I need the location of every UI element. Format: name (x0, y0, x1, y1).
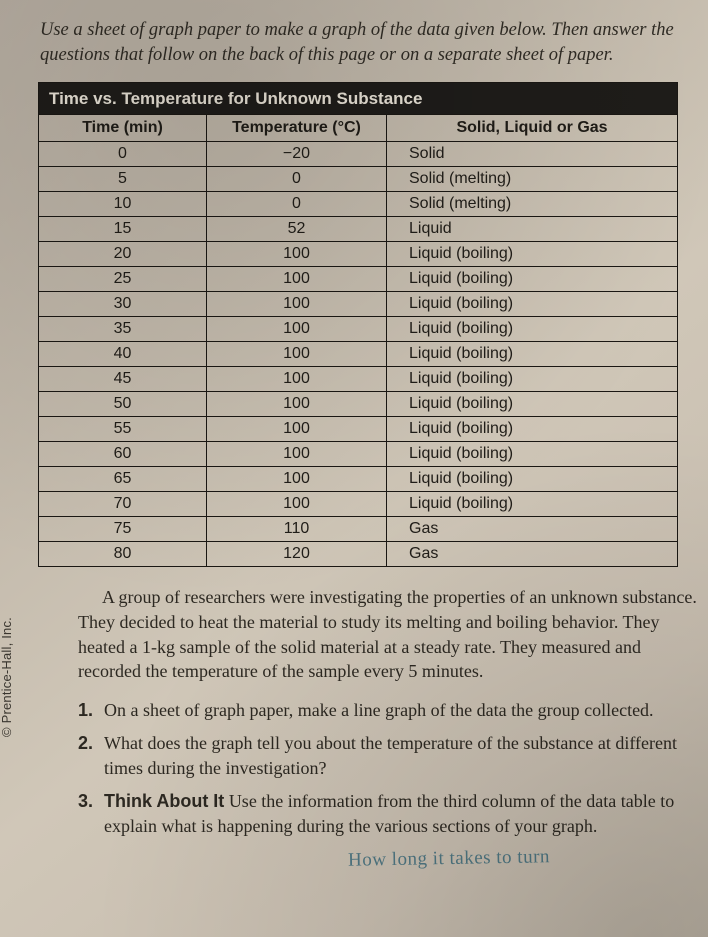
cell-state: Liquid (boiling) (387, 416, 678, 441)
cell-temp: 0 (207, 191, 387, 216)
cell-time: 15 (39, 216, 207, 241)
cell-state: Liquid (boiling) (387, 441, 678, 466)
handwritten-note: How long it takes to turn (348, 846, 550, 872)
table-row: 50Solid (melting) (39, 166, 678, 191)
cell-state: Liquid (boiling) (387, 491, 678, 516)
cell-state: Solid (melting) (387, 166, 678, 191)
cell-temp: 100 (207, 266, 387, 291)
cell-state: Liquid (387, 216, 678, 241)
table-row: 100Solid (melting) (39, 191, 678, 216)
table-row: 0−20Solid (39, 141, 678, 166)
table-title: Time vs. Temperature for Unknown Substan… (39, 82, 678, 114)
table-row: 25100Liquid (boiling) (39, 266, 678, 291)
table-row: 40100Liquid (boiling) (39, 341, 678, 366)
cell-state: Liquid (boiling) (387, 366, 678, 391)
table-body: 0−20Solid 50Solid (melting) 100Solid (me… (39, 141, 678, 566)
worksheet-page: © Prentice-Hall, Inc. Use a sheet of gra… (0, 0, 708, 937)
cell-temp: 100 (207, 366, 387, 391)
table-row: 80120Gas (39, 541, 678, 566)
cell-time: 25 (39, 266, 207, 291)
cell-time: 10 (39, 191, 207, 216)
cell-temp: 100 (207, 491, 387, 516)
cell-temp: 110 (207, 516, 387, 541)
question-1: On a sheet of graph paper, make a line g… (78, 698, 700, 723)
cell-temp: −20 (207, 141, 387, 166)
table-row: 30100Liquid (boiling) (39, 291, 678, 316)
table-row: 75110Gas (39, 516, 678, 541)
cell-state: Gas (387, 516, 678, 541)
cell-state: Liquid (boiling) (387, 391, 678, 416)
cell-time: 65 (39, 466, 207, 491)
cell-state: Gas (387, 541, 678, 566)
table-row: 60100Liquid (boiling) (39, 441, 678, 466)
cell-state: Liquid (boiling) (387, 266, 678, 291)
col-header-time: Time (min) (39, 114, 207, 141)
cell-state: Solid (387, 141, 678, 166)
table-row: 35100Liquid (boiling) (39, 316, 678, 341)
col-header-state: Solid, Liquid or Gas (387, 114, 678, 141)
cell-state: Liquid (boiling) (387, 466, 678, 491)
table-row: 20100Liquid (boiling) (39, 241, 678, 266)
cell-temp: 100 (207, 316, 387, 341)
cell-time: 60 (39, 441, 207, 466)
cell-temp: 0 (207, 166, 387, 191)
cell-time: 5 (39, 166, 207, 191)
cell-temp: 100 (207, 341, 387, 366)
table-row: 45100Liquid (boiling) (39, 366, 678, 391)
cell-time: 75 (39, 516, 207, 541)
question-2: What does the graph tell you about the t… (78, 731, 700, 781)
cell-temp: 100 (207, 441, 387, 466)
cell-time: 0 (39, 141, 207, 166)
scenario-paragraph: A group of researchers were investigatin… (78, 585, 700, 684)
cell-temp: 100 (207, 416, 387, 441)
table-row: 55100Liquid (boiling) (39, 416, 678, 441)
cell-temp: 52 (207, 216, 387, 241)
cell-time: 55 (39, 416, 207, 441)
table-row: 1552Liquid (39, 216, 678, 241)
cell-time: 20 (39, 241, 207, 266)
table-row: 50100Liquid (boiling) (39, 391, 678, 416)
table-header-row: Time (min) Temperature (°C) Solid, Liqui… (39, 114, 678, 141)
cell-time: 30 (39, 291, 207, 316)
cell-temp: 100 (207, 391, 387, 416)
cell-temp: 100 (207, 241, 387, 266)
question-3: Think About It Use the information from … (78, 789, 700, 839)
table-row: 70100Liquid (boiling) (39, 491, 678, 516)
cell-state: Liquid (boiling) (387, 341, 678, 366)
cell-temp: 100 (207, 466, 387, 491)
question-3-bold: Think About It (104, 791, 224, 811)
cell-time: 35 (39, 316, 207, 341)
cell-state: Liquid (boiling) (387, 316, 678, 341)
cell-temp: 100 (207, 291, 387, 316)
col-header-temp: Temperature (°C) (207, 114, 387, 141)
cell-time: 50 (39, 391, 207, 416)
cell-state: Solid (melting) (387, 191, 678, 216)
cell-temp: 120 (207, 541, 387, 566)
cell-state: Liquid (boiling) (387, 291, 678, 316)
instructions-text: Use a sheet of graph paper to make a gra… (40, 18, 690, 68)
question-list: On a sheet of graph paper, make a line g… (78, 698, 700, 838)
table-row: 65100Liquid (boiling) (39, 466, 678, 491)
copyright-sideways: © Prentice-Hall, Inc. (0, 617, 14, 737)
data-table: Time vs. Temperature for Unknown Substan… (38, 82, 678, 567)
cell-time: 80 (39, 541, 207, 566)
cell-time: 45 (39, 366, 207, 391)
cell-time: 40 (39, 341, 207, 366)
cell-time: 70 (39, 491, 207, 516)
cell-state: Liquid (boiling) (387, 241, 678, 266)
